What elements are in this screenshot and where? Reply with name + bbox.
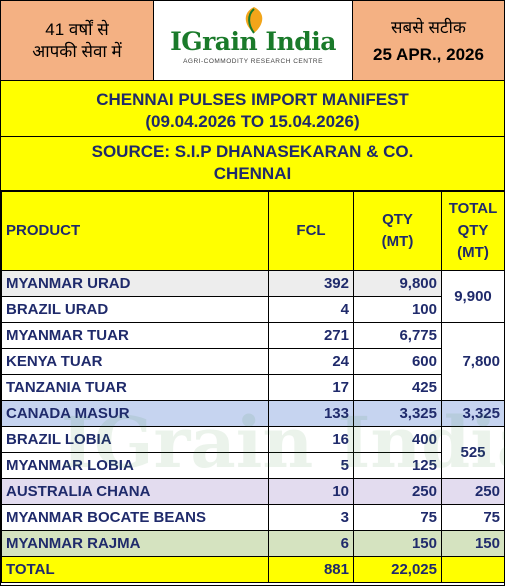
source-line1: SOURCE: S.I.P DHANASEKARAN & CO. xyxy=(91,142,414,161)
table-row: MYANMAR LOBIA 5 125 xyxy=(1,452,505,479)
logo-block: IGrain India AGRI-COMMODITY RESEARCH CEN… xyxy=(154,1,353,81)
fcl-cell: 10 xyxy=(268,478,354,505)
table-row: MYANMAR TUAR 271 6,775 7,800 xyxy=(1,322,505,401)
col-total-l2: QTY xyxy=(457,222,489,239)
header-left-badge: 41 वर्षों से आपकी सेवा में xyxy=(1,1,154,81)
col-total-qty: TOTAL QTY (MT) xyxy=(441,191,505,271)
product-cell: MYANMAR BOCATE BEANS xyxy=(1,504,269,531)
product-cell: MYANMAR LOBIA xyxy=(1,452,269,479)
fcl-cell: 271 xyxy=(268,322,354,349)
fcl-cell: 6 xyxy=(268,530,354,557)
col-qty-l2: (MT) xyxy=(381,233,414,250)
table-row: KENYA TUAR 24 600 xyxy=(1,348,505,375)
header-bar: 41 वर्षों से आपकी सेवा में IGrain India … xyxy=(1,1,504,81)
source-line2: CHENNAI xyxy=(213,164,292,183)
product-cell: MYANMAR TUAR xyxy=(1,322,269,349)
total-row: TOTAL 881 22,025 xyxy=(1,556,505,583)
col-product: PRODUCT xyxy=(1,191,269,271)
title-date-range: (09.04.2026 TO 15.04.2026) xyxy=(145,112,360,131)
product-cell: BRAZIL LOBIA xyxy=(1,426,269,453)
total-cell-tuar: 7,800 xyxy=(441,322,505,401)
table-row: AUSTRALIA CHANA 10 250 250 xyxy=(1,478,505,505)
source-row: SOURCE: S.I.P DHANASEKARAN & CO. CHENNAI xyxy=(1,137,504,191)
fcl-cell: 17 xyxy=(268,374,354,401)
total-label: TOTAL xyxy=(1,556,269,583)
total-qty: 22,025 xyxy=(353,556,442,583)
qty-cell: 125 xyxy=(353,452,442,479)
total-cell-lobia: 525 xyxy=(441,426,505,479)
total-cell-masur: 3,325 xyxy=(441,400,505,427)
total-cell-chana: 250 xyxy=(441,478,505,505)
logo-tagline: AGRI-COMMODITY RESEARCH CENTRE xyxy=(183,57,323,65)
product-cell: MYANMAR RAJMA xyxy=(1,530,269,557)
fcl-cell: 3 xyxy=(268,504,354,531)
report-date: 25 APR., 2026 xyxy=(373,44,484,64)
qty-cell: 600 xyxy=(353,348,442,375)
header-left-line1: 41 वर्षों से xyxy=(45,19,109,39)
manifest-table: PRODUCT FCL QTY (MT) TOTAL QTY (MT) MYANMAR… xyxy=(1,191,505,583)
report-title: CHENNAI PULSES IMPORT MANIFEST (09.04.20… xyxy=(1,81,504,137)
qty-cell: 150 xyxy=(353,530,442,557)
product-cell: MYANMAR URAD xyxy=(1,270,269,297)
table-row: MYANMAR RAJMA 6 150 150 xyxy=(1,530,505,557)
product-cell: TANZANIA TUAR xyxy=(1,374,269,401)
table-row: MYANMAR BOCATE BEANS 3 75 75 xyxy=(1,504,505,531)
grain-logo-icon xyxy=(245,7,263,34)
table-row: BRAZIL LOBIA 16 400 525 xyxy=(1,426,505,479)
header-left-line2: आपकी सेवा में xyxy=(32,41,122,61)
col-total-l3: (MT) xyxy=(457,244,489,261)
table-row: BRAZIL URAD 4 100 xyxy=(1,296,505,323)
table-header-row: PRODUCT FCL QTY (MT) TOTAL QTY (MT) xyxy=(1,191,505,271)
total-cell-rajma: 150 xyxy=(441,530,505,557)
col-qty: QTY (MT) xyxy=(353,191,442,271)
qty-cell: 75 xyxy=(353,504,442,531)
fcl-cell: 5 xyxy=(268,452,354,479)
table-row: TANZANIA TUAR 17 425 xyxy=(1,374,505,401)
col-fcl: FCL xyxy=(268,191,354,271)
qty-cell: 400 xyxy=(353,426,442,453)
title-line1: CHENNAI PULSES IMPORT MANIFEST xyxy=(96,90,409,109)
fcl-cell: 4 xyxy=(268,296,354,323)
qty-cell: 100 xyxy=(353,296,442,323)
col-total-l1: TOTAL xyxy=(448,200,498,217)
table-row: MYANMAR URAD 392 9,800 9,900 xyxy=(1,270,505,323)
product-cell: CANADA MASUR xyxy=(1,400,269,427)
table-row: CANADA MASUR 133 3,325 3,325 xyxy=(1,400,505,427)
total-cell-bocate: 75 xyxy=(441,504,505,531)
qty-cell: 6,775 xyxy=(353,322,442,349)
col-qty-l1: QTY xyxy=(382,211,413,228)
product-cell: AUSTRALIA CHANA xyxy=(1,478,269,505)
fcl-cell: 392 xyxy=(268,270,354,297)
fcl-cell: 133 xyxy=(268,400,354,427)
header-right-badge: सबसे सटीक 25 APR., 2026 xyxy=(353,1,504,81)
fcl-cell: 16 xyxy=(268,426,354,453)
qty-cell: 425 xyxy=(353,374,442,401)
total-cell-urad: 9,900 xyxy=(441,270,505,323)
header-right-line1: सबसे सटीक xyxy=(391,17,466,37)
qty-cell: 9,800 xyxy=(353,270,442,297)
qty-cell: 3,325 xyxy=(353,400,442,427)
product-cell: KENYA TUAR xyxy=(1,348,269,375)
qty-cell: 250 xyxy=(353,478,442,505)
total-fcl: 881 xyxy=(268,556,354,583)
total-empty-cell xyxy=(441,556,505,583)
product-cell: BRAZIL URAD xyxy=(1,296,269,323)
fcl-cell: 24 xyxy=(268,348,354,375)
